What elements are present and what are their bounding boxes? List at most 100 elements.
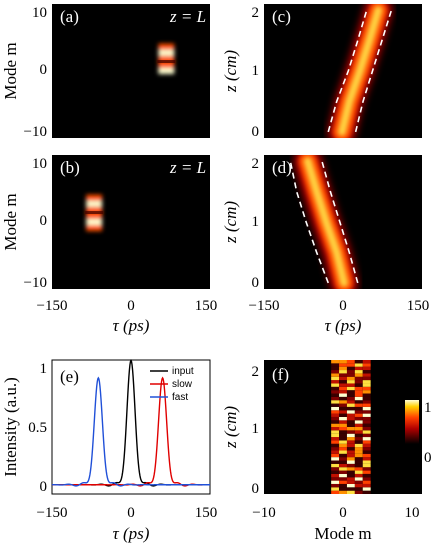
- heatmap-cell: [362, 473, 371, 478]
- heatmap-cell: [339, 453, 347, 458]
- heatmap-cell: [331, 427, 340, 431]
- panel-f-ytick: 2: [252, 364, 260, 380]
- panel-d-xlabel: τ (ps): [325, 316, 362, 335]
- heatmap-cell: [339, 487, 347, 491]
- mode-cell: [86, 218, 103, 226]
- panel-d-ytick: 2: [252, 156, 260, 172]
- heatmap-cell: [354, 453, 363, 458]
- heatmap-cell: [331, 447, 340, 451]
- heatmap-cell: [331, 383, 340, 387]
- heatmap-cell: [362, 380, 371, 384]
- colorbar-label-max: 1: [424, 400, 432, 416]
- heatmap-cell: [346, 376, 355, 381]
- panel-b-xtick: −150: [37, 298, 68, 314]
- mode-cell: [86, 194, 103, 201]
- panel-f: (f) 2 1 0 −10 0 10 Mode m z (cm) 1 0: [221, 360, 432, 543]
- panel-b-ytick: −10: [24, 275, 47, 291]
- heatmap-cell: [339, 410, 347, 414]
- heatmap-cell: [339, 416, 347, 421]
- legend-label-fast: fast: [172, 392, 188, 403]
- heatmap-cell: [362, 457, 371, 461]
- envelope-right: [321, 160, 359, 284]
- heatmap-cell: [346, 413, 355, 417]
- panel-f-xtick: 10: [405, 505, 420, 521]
- heatmap-cell: [346, 386, 355, 391]
- colorbar: [405, 400, 419, 444]
- heatmap-cell: [346, 383, 355, 387]
- panel-f-ytick: 1: [252, 421, 260, 437]
- heatmap-cell: [362, 437, 371, 441]
- heatmap-cell: [346, 366, 355, 371]
- heatmap-cell: [362, 376, 371, 381]
- heatmap-cell: [354, 383, 363, 387]
- heatmap-cell: [346, 396, 355, 401]
- heatmap-cell: [362, 453, 371, 458]
- mode-cell: [86, 200, 103, 207]
- panel-f-xlabel: Mode m: [314, 524, 371, 543]
- panel-b-annotation: z = L: [169, 158, 206, 177]
- panel-d-ytick: 1: [252, 214, 260, 230]
- heatmap-cell: [362, 363, 371, 367]
- panel-e-xtick: −150: [37, 505, 68, 521]
- heatmap-cell: [354, 470, 363, 474]
- heatmap-cell: [346, 423, 355, 427]
- heatmap-cell: [331, 467, 340, 471]
- heatmap-cell: [346, 390, 355, 394]
- heatmap-cell: [331, 380, 340, 384]
- heatmap-cell: [339, 380, 347, 384]
- mode-cell: [86, 206, 103, 213]
- heatmap-cell: [339, 470, 347, 474]
- panel-e-xtick: 0: [127, 505, 135, 521]
- heatmap-cell: [354, 440, 363, 444]
- mode-cell: [158, 55, 175, 62]
- panel-e-ytick: 0.5: [28, 420, 47, 436]
- heatmap-cell: [346, 393, 355, 397]
- heatmap-cell: [346, 400, 355, 404]
- heatmap-cell: [346, 490, 355, 494]
- heatmap-cell: [362, 467, 371, 471]
- heatmap-cell: [339, 376, 347, 381]
- heatmap-cell: [362, 410, 371, 414]
- heatmap-cell: [354, 416, 363, 421]
- heatmap-cell: [339, 386, 347, 391]
- heatmap-cell: [331, 400, 340, 404]
- heatmap-cell: [354, 447, 363, 451]
- heatmap-cell: [339, 467, 347, 471]
- heatmap-cell: [331, 416, 340, 421]
- mode-cell: [158, 61, 175, 68]
- heatmap-cell: [362, 360, 371, 364]
- panel-f-ylabel: z (cm): [221, 406, 240, 449]
- heatmap-cell: [339, 373, 347, 377]
- heatmap-cell: [331, 363, 340, 367]
- envelope-right: [354, 9, 393, 133]
- heatmap-cell: [339, 437, 347, 441]
- heatmap-cell: [354, 490, 363, 494]
- heatmap-cell: [339, 490, 347, 494]
- heatmap-cell: [354, 457, 363, 461]
- heatmap-cell: [346, 416, 355, 421]
- heatmap-cell: [346, 473, 355, 478]
- heatmap-cell: [346, 467, 355, 471]
- heatmap-cell: [339, 477, 347, 481]
- heatmap-cell: [354, 467, 363, 471]
- heatmap-cell: [339, 406, 347, 411]
- panel-a-ytick: −10: [24, 124, 47, 140]
- heatmap-cell: [346, 453, 355, 458]
- trace-core: [303, 157, 349, 287]
- heatmap-cell: [331, 370, 340, 374]
- heatmap-cell: [339, 433, 347, 438]
- heatmap-cell: [339, 383, 347, 387]
- panel-d-ylabel: z (cm): [221, 201, 240, 244]
- heatmap-cell: [362, 420, 371, 424]
- panel-a-ytick: 0: [40, 62, 48, 78]
- heatmap-cell: [362, 427, 371, 431]
- heatmap-cell: [354, 473, 363, 478]
- heatmap-cell: [339, 457, 347, 461]
- heatmap-cell: [339, 393, 347, 397]
- heatmap-cell: [331, 430, 340, 434]
- heatmap-cell: [339, 430, 347, 434]
- heatmap-cell: [362, 440, 371, 444]
- panel-c-marks: [327, 4, 393, 138]
- heatmap-cell: [331, 396, 340, 401]
